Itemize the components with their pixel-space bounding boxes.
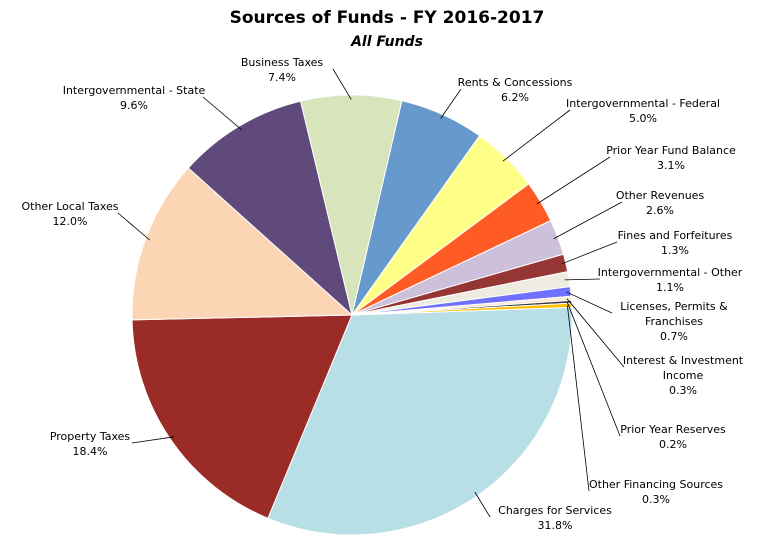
pie-slice-intergovernmental-state — [187, 100, 353, 317]
slice-label: Property Taxes 18.4% — [50, 430, 131, 458]
slice-label: Fines and Forfeitures 1.3% — [618, 229, 733, 257]
leader-line — [566, 298, 625, 368]
leader-line — [564, 278, 601, 281]
pie-slice-business-taxes — [299, 94, 403, 316]
chart-title: Sources of Funds - FY 2016-2017 — [229, 8, 545, 28]
leader-line — [332, 68, 352, 100]
slice-label: Interest & Investment Income 0.3% — [623, 354, 744, 397]
leader-line — [502, 109, 571, 162]
leader-line — [566, 305, 590, 492]
slice-label: Prior Year Fund Balance 3.1% — [606, 144, 736, 172]
leader-line — [566, 291, 613, 314]
leader-line — [440, 88, 462, 119]
slice-label: Business Taxes 7.4% — [241, 56, 324, 84]
leader-line — [131, 436, 175, 444]
leader-line — [117, 212, 151, 241]
slice-label: Intergovernmental - State 9.6% — [63, 84, 206, 112]
pie-slice-property-taxes — [131, 314, 353, 519]
leader-line — [553, 201, 623, 240]
pie-slice-other-local-taxes — [131, 167, 354, 321]
pie-slice-other-financing-sources — [351, 302, 573, 316]
slice-label: Other Revenues 2.6% — [616, 189, 705, 217]
leader-line — [561, 241, 618, 265]
slice-label: Other Financing Sources 0.3% — [589, 478, 723, 506]
slice-label: Charges for Services 31.8% — [498, 504, 612, 532]
leader-line — [202, 96, 242, 131]
leader-line — [474, 491, 491, 518]
slice-label: Intergovernmental - Other 1.1% — [598, 266, 743, 294]
slice-label: Prior Year Reserves 0.2% — [620, 423, 726, 451]
slice-label: Other Local Taxes 12.0% — [21, 200, 118, 228]
chart-subtitle: All Funds — [351, 34, 423, 50]
leader-line — [536, 156, 611, 205]
leader-line — [566, 301, 621, 437]
slice-label: Licenses, Permits & Franchises 0.7% — [620, 300, 728, 343]
slice-label: Intergovernmental - Federal 5.0% — [566, 97, 720, 125]
slice-label: Rents & Concessions 6.2% — [458, 76, 573, 104]
